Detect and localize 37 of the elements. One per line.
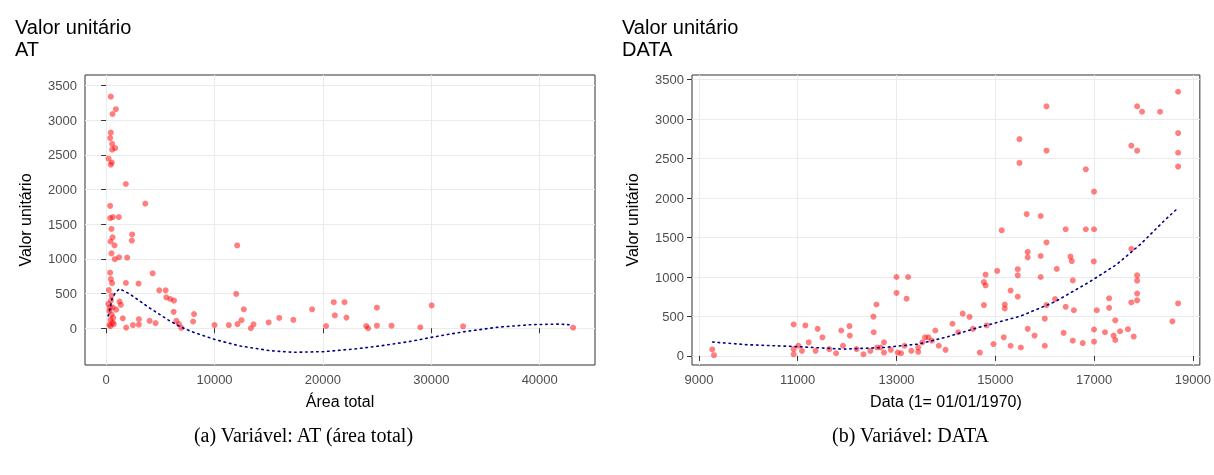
x-tick-label: 19000 [1174,372,1211,387]
chart-subtitle: DATA [622,38,674,60]
x-axis-title: Data (1= 01/01/1970) [870,392,1022,410]
y-tick-label: 3500 [655,72,684,88]
x-tick-label: 40000 [521,372,558,387]
text: (b) Variável: DATA [831,423,990,449]
y-tick-label: 1000 [655,269,684,285]
y-tick-label: 3000 [48,112,77,128]
y-tick-label: 1500 [655,230,684,246]
y-axis-title: Valor unitário [623,173,641,267]
y-tick-label: 3500 [48,77,77,93]
y-tick-label: 0 [69,320,77,336]
x-tick-label: 15000 [977,372,1014,387]
y-tick-label: 1500 [48,216,77,232]
y-axis-title: Valor unitário [16,173,34,267]
y-tick-label: 500 [55,286,77,302]
x-tick-label: 30000 [413,372,450,387]
y-tick-label: 2500 [48,147,77,163]
chart-subtitle: AT [15,38,40,60]
y-tick-label: 2000 [655,190,684,206]
x-tick-label: 9000 [684,372,714,387]
x-tick-label: 17000 [1076,372,1113,387]
x-tick-label: 0 [102,372,110,387]
y-tick-label: 0 [676,348,684,364]
y-tick-label: 2500 [655,151,684,167]
chart-title: Valor unitário [15,16,132,38]
x-tick-label: 20000 [304,372,342,387]
y-tick-label: 500 [662,308,684,324]
x-tick-label: 10000 [196,372,233,387]
x-axis-title: Área total [305,391,375,410]
y-tick-label: 3000 [655,111,684,127]
text: (a) Variável: AT (área total) [192,423,415,449]
y-tick-label: 2000 [48,181,77,197]
chart-title: Valor unitário [622,16,739,38]
x-tick-label: 13000 [878,372,915,387]
y-tick-label: 1000 [48,251,77,267]
x-tick-label: 11000 [780,372,816,387]
